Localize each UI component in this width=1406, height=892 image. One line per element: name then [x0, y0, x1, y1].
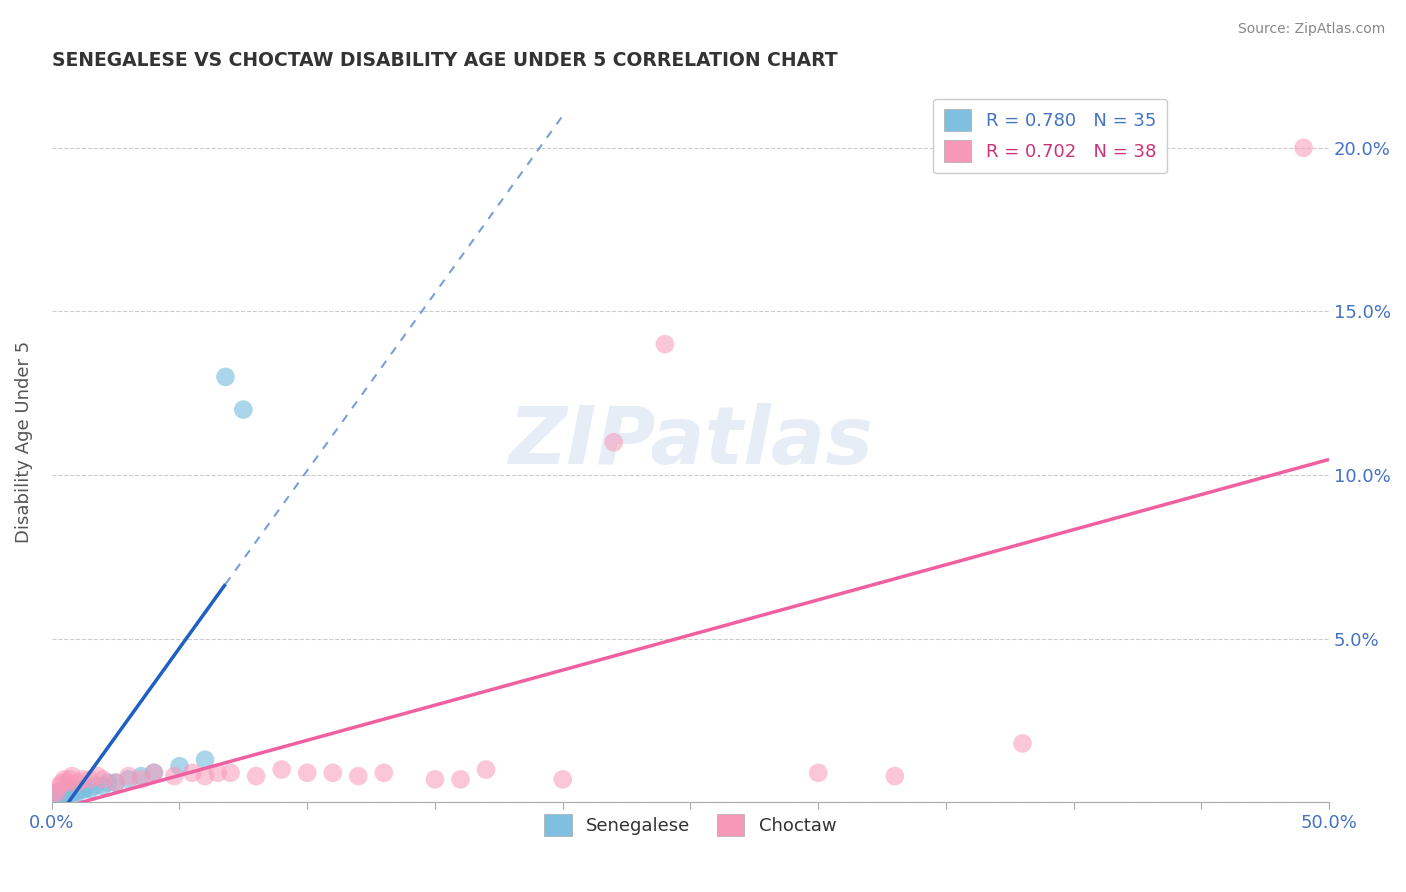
Point [72, 782, 94, 797]
Point [207, 765, 229, 780]
Point [232, 402, 254, 417]
Point [53, 772, 76, 787]
Point [66, 785, 89, 799]
Point [104, 775, 127, 789]
Point [60, 769, 83, 783]
Point [51, 789, 73, 803]
Point [181, 765, 204, 780]
Point [87, 769, 110, 783]
Point [347, 769, 370, 783]
Point [91, 779, 114, 793]
Point [104, 775, 127, 789]
Point [91, 772, 114, 787]
Point [44, 789, 66, 803]
Point [51, 775, 73, 789]
Point [551, 772, 574, 787]
Point [79, 772, 101, 787]
Point [59, 772, 82, 787]
Point [45, 785, 67, 799]
Text: Source: ZipAtlas.com: Source: ZipAtlas.com [1237, 22, 1385, 37]
Legend: Senegalese, Choctaw: Senegalese, Choctaw [537, 807, 844, 844]
Point [56, 775, 79, 789]
Point [45, 792, 67, 806]
Text: ZIPatlas: ZIPatlas [508, 403, 873, 482]
Point [117, 769, 139, 783]
Point [142, 765, 165, 780]
Point [97, 775, 120, 789]
Point [56, 785, 79, 799]
Point [450, 772, 472, 787]
Point [53, 789, 76, 803]
Point [194, 769, 217, 783]
Y-axis label: Disability Age Under 5: Disability Age Under 5 [15, 341, 32, 543]
Point [53, 785, 76, 799]
Point [51, 785, 73, 799]
Point [322, 765, 344, 780]
Point [603, 435, 626, 450]
Point [45, 789, 67, 803]
Point [142, 765, 165, 780]
Point [1292, 141, 1315, 155]
Point [129, 769, 152, 783]
Point [44, 785, 66, 799]
Point [66, 775, 89, 789]
Point [169, 759, 191, 773]
Point [194, 753, 217, 767]
Point [60, 785, 83, 799]
Point [56, 789, 79, 803]
Point [44, 792, 66, 806]
Point [270, 763, 292, 777]
Point [163, 769, 186, 783]
Point [373, 765, 395, 780]
Point [807, 765, 830, 780]
Point [219, 765, 242, 780]
Point [48, 792, 70, 806]
Point [1011, 736, 1033, 750]
Point [48, 779, 70, 793]
Text: SENEGALESE VS CHOCTAW DISABILITY AGE UNDER 5 CORRELATION CHART: SENEGALESE VS CHOCTAW DISABILITY AGE UND… [52, 51, 838, 70]
Point [48, 789, 70, 803]
Point [69, 782, 91, 797]
Point [73, 782, 96, 797]
Point [79, 782, 101, 797]
Point [51, 792, 73, 806]
Point [84, 779, 107, 793]
Point [63, 785, 86, 799]
Point [654, 337, 676, 351]
Point [45, 785, 67, 799]
Point [423, 772, 446, 787]
Point [117, 772, 139, 787]
Point [129, 772, 152, 787]
Point [72, 772, 94, 787]
Point [214, 369, 236, 384]
Point [297, 765, 319, 780]
Point [883, 769, 905, 783]
Point [475, 763, 498, 777]
Point [41, 795, 63, 809]
Point [44, 792, 66, 806]
Point [245, 769, 267, 783]
Point [59, 785, 82, 799]
